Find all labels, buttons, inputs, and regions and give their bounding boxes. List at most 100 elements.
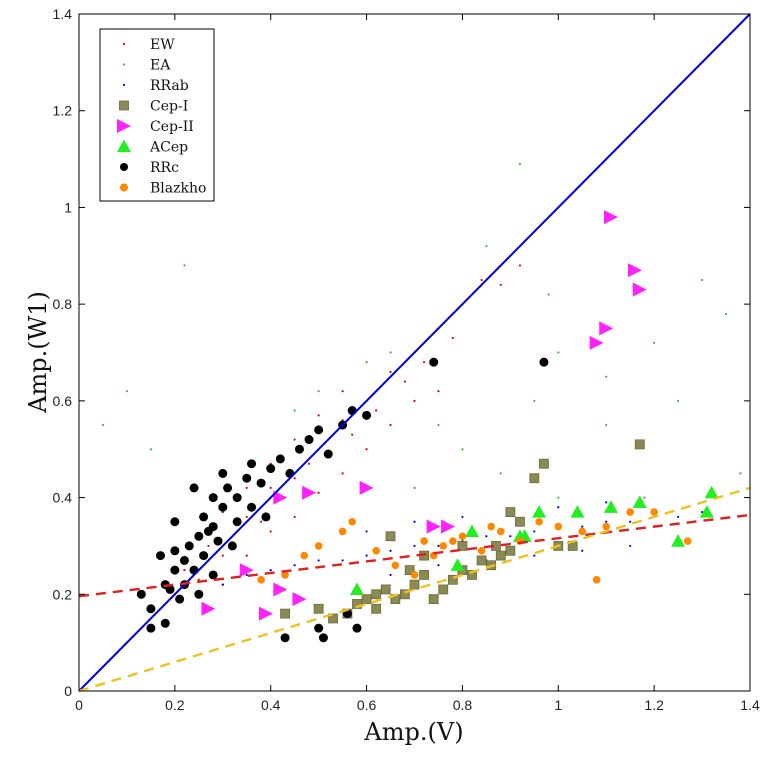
point-ea (605, 423, 608, 427)
legend-label: Cep-I (150, 99, 188, 115)
fit-line (78, 513, 751, 598)
point-cep-i (280, 608, 290, 619)
point-acep (604, 500, 619, 513)
point-cep-i (404, 565, 415, 576)
point-acep (349, 582, 364, 596)
point-ew (451, 336, 454, 340)
point-ea (101, 423, 105, 427)
point-acep (450, 558, 465, 571)
one-to-one-line (78, 13, 751, 692)
point-ew (317, 414, 320, 417)
point-blazkho (372, 546, 380, 555)
point-rrc (218, 502, 228, 512)
point-acep (632, 495, 647, 509)
point-cep-i (505, 545, 516, 556)
series-blazkho (257, 508, 692, 584)
point-rrc (223, 483, 233, 493)
series-acep (349, 485, 719, 596)
point-ea (461, 448, 464, 451)
point-rrc (539, 357, 549, 367)
point-rrab (700, 510, 704, 514)
point-ea (643, 496, 646, 499)
point-cep-ii (359, 480, 374, 495)
x-axis-ticks: 0 0.2 0.4 0.6 0.8 1 1.2 1.4 (75, 14, 760, 713)
point-rrab (269, 569, 272, 572)
point-rrc (146, 623, 156, 633)
point-cep-i (495, 550, 506, 561)
point-rrc (314, 425, 324, 435)
point-blazkho (496, 527, 505, 536)
x-tick-label: 1 (554, 697, 562, 713)
point-blazkho (578, 527, 587, 536)
point-ea (547, 293, 550, 296)
point-blazkho (554, 522, 563, 531)
point-rrc (352, 623, 362, 633)
point-rrc (247, 502, 257, 512)
point-rrc (275, 454, 285, 464)
point-cep-ii (426, 519, 441, 534)
point-rrab (557, 506, 560, 509)
point-ew (269, 530, 272, 533)
y-tick-label: 0.6 (53, 393, 73, 409)
point-ea (518, 162, 522, 166)
point-rrab (605, 501, 608, 504)
point-rrab (221, 583, 224, 586)
point-rrab (605, 520, 608, 523)
data-marks (101, 162, 742, 643)
point-rrab (245, 573, 248, 577)
point-rrab (389, 573, 392, 577)
point-cep-i (361, 594, 372, 605)
point-ea (739, 472, 742, 475)
point-ea (365, 361, 368, 364)
y-tick-label: 1.2 (53, 103, 73, 119)
point-cep-ii (441, 519, 456, 534)
point-rrc (429, 357, 439, 367)
point-rrc (199, 551, 209, 561)
point-blazkho (535, 517, 543, 526)
point-rrc (194, 531, 204, 541)
legend-label: ACep (149, 140, 188, 156)
point-cep-i (313, 603, 324, 614)
legend-label: EA (150, 58, 171, 74)
point-rrc (314, 623, 324, 633)
point-ew (351, 433, 354, 436)
point-acep (570, 505, 585, 518)
point-rrab (485, 535, 488, 538)
y-tick-label: 0 (64, 683, 72, 699)
series-rrc (136, 357, 549, 643)
point-ew (317, 491, 320, 494)
point-cep-i (634, 439, 645, 450)
point-cep-i (419, 570, 429, 580)
y-tick-label: 0.4 (53, 490, 73, 506)
point-blazkho (420, 537, 428, 545)
point-ew (422, 361, 426, 364)
series-rrab (221, 501, 704, 586)
point-rrc (347, 406, 357, 416)
point-rrc (362, 410, 372, 420)
point-ea (413, 486, 416, 489)
point-ew (207, 544, 210, 548)
point-rrc (208, 522, 218, 532)
point-ew (480, 278, 483, 282)
point-ea (653, 341, 656, 344)
point-rrc (213, 536, 223, 546)
point-blazkho (449, 537, 457, 545)
point-rrab (629, 520, 632, 523)
point-rrab (365, 530, 368, 533)
point-cep-i (529, 473, 540, 484)
point-ew (341, 472, 344, 475)
point-rrab (293, 564, 296, 567)
point-ea (149, 448, 152, 451)
point-cep-i (539, 458, 549, 469)
legend-marker (122, 63, 126, 66)
point-ea (557, 496, 560, 499)
point-ew (365, 448, 368, 451)
legend-marker (120, 163, 128, 171)
point-rrc (232, 517, 242, 527)
point-ea (724, 312, 728, 315)
point-blazkho (281, 571, 289, 579)
point-cep-ii (604, 210, 619, 225)
point-rrc (179, 555, 189, 565)
y-axis-label: Amp.(W1) (24, 291, 52, 414)
point-rrc (189, 483, 199, 493)
